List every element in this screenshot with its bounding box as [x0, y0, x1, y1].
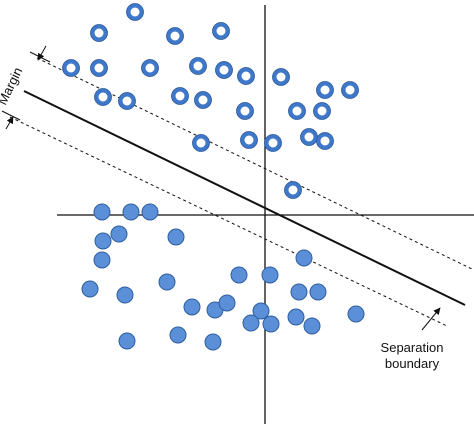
- filled-point: [242, 314, 260, 332]
- ring-outline: [236, 102, 254, 120]
- ring-outline: [240, 131, 258, 149]
- filled-point: [287, 308, 305, 326]
- filled-point: [141, 203, 159, 221]
- ring-outline: [264, 134, 282, 152]
- ring-outline: [237, 67, 255, 85]
- filled-point: [347, 305, 365, 323]
- points: [62, 3, 365, 351]
- filled-point: [94, 232, 112, 250]
- margin-arrow-bottom: [5, 116, 14, 130]
- lower-margin-line: [9, 116, 448, 327]
- filled-point: [167, 228, 185, 246]
- ring-outline: [288, 102, 306, 120]
- ring-outline: [284, 181, 302, 199]
- filled-point: [290, 283, 308, 301]
- ring-point: [236, 102, 254, 120]
- ring-point: [313, 102, 331, 120]
- ring-outline: [62, 59, 80, 77]
- ring-point: [126, 3, 144, 21]
- filled-point: [218, 294, 236, 312]
- ring-point: [316, 81, 334, 99]
- ring-outline: [141, 59, 159, 77]
- ring-outline: [316, 132, 334, 150]
- boundary-arrow: [421, 307, 441, 331]
- filled-point: [230, 266, 248, 284]
- ring-point: [90, 59, 108, 77]
- ring-point: [62, 59, 80, 77]
- ring-point: [240, 131, 258, 149]
- ring-point: [264, 134, 282, 152]
- ring-outline: [90, 24, 108, 42]
- ring-outline: [126, 3, 144, 21]
- ring-outline: [316, 81, 334, 99]
- filled-point: [252, 302, 270, 320]
- ring-point: [192, 134, 210, 152]
- filled-point: [169, 326, 187, 344]
- filled-point: [122, 203, 140, 221]
- boundary-label: boundary: [385, 356, 440, 371]
- ring-point: [141, 59, 159, 77]
- margin-tick-bottom: [1, 110, 21, 121]
- filled-point: [81, 280, 99, 298]
- ring-outline: [90, 59, 108, 77]
- ring-point: [90, 24, 108, 42]
- margin-label: Margin: [0, 65, 25, 107]
- ring-point: [171, 87, 189, 105]
- filled-point: [295, 249, 313, 267]
- filled-point: [110, 225, 128, 243]
- filled-point: [93, 251, 111, 269]
- ring-point: [194, 91, 212, 109]
- boundary-label: Separation: [381, 340, 444, 355]
- ring-point: [300, 128, 318, 146]
- filled-point: [118, 332, 136, 350]
- ring-point: [316, 132, 334, 150]
- ring-outline: [166, 27, 184, 45]
- ring-outline: [194, 91, 212, 109]
- filled-point: [309, 283, 327, 301]
- ring-outline: [192, 134, 210, 152]
- ring-outline: [212, 22, 230, 40]
- ring-outline: [189, 57, 207, 75]
- ring-outline: [215, 61, 233, 79]
- ring-point: [284, 181, 302, 199]
- ring-point: [118, 92, 136, 110]
- ring-outline: [341, 81, 359, 99]
- ring-point: [166, 27, 184, 45]
- ring-point: [189, 57, 207, 75]
- margin-tick-top: [29, 51, 51, 63]
- ring-outline: [272, 68, 290, 86]
- ring-point: [272, 68, 290, 86]
- separation-boundary: [23, 90, 466, 306]
- filled-point: [261, 266, 279, 284]
- ring-point: [215, 61, 233, 79]
- ring-outline: [94, 88, 112, 106]
- ring-point: [212, 22, 230, 40]
- ring-outline: [171, 87, 189, 105]
- filled-point: [93, 203, 111, 221]
- filled-point: [204, 333, 222, 351]
- ring-outline: [313, 102, 331, 120]
- filled-point: [303, 317, 321, 335]
- ring-point: [94, 88, 112, 106]
- ring-outline: [118, 92, 136, 110]
- filled-point: [158, 273, 176, 291]
- ring-point: [341, 81, 359, 99]
- filled-point: [262, 315, 280, 333]
- ring-point: [237, 67, 255, 85]
- margin-arrow-top: [37, 45, 47, 61]
- ring-point: [288, 102, 306, 120]
- filled-point: [183, 298, 201, 316]
- filled-point: [116, 286, 134, 304]
